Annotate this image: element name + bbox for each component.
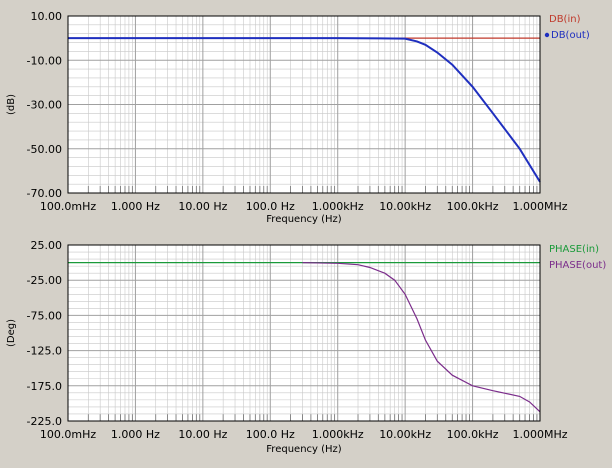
plot-border xyxy=(67,15,541,194)
y-tick-label: -125.0 xyxy=(27,345,62,358)
x-tick-label: 1.000kHz xyxy=(312,428,364,441)
x-tick-label: 100.0 Hz xyxy=(246,428,295,441)
series-line-db-out xyxy=(68,37,541,183)
x-tick-label: 1.000 Hz xyxy=(111,428,160,441)
plot-border xyxy=(67,244,541,422)
x-tick-label: 1.000MHz xyxy=(512,200,567,213)
y-tick-label: -225.0 xyxy=(27,415,62,428)
chart-panel-1: 100.0mHz 1.000 Hz 10.00 Hz 100.0 Hz 1.000kHz… xyxy=(6,10,590,225)
x-axis-title: Frequency (Hz) xyxy=(266,444,342,455)
series-line-phase-out xyxy=(302,262,541,413)
x-tick-label: 10.00 Hz xyxy=(178,428,227,441)
x-tick-label: 100.0 Hz xyxy=(246,200,295,213)
legend-entry: DB(in) xyxy=(549,14,581,25)
x-tick-label: 100.0kHz xyxy=(447,200,499,213)
x-axis-title: Frequency (Hz) xyxy=(266,214,342,225)
y-tick-label: -25.00 xyxy=(27,274,62,287)
y-tick-label: -75.00 xyxy=(27,309,62,322)
y-tick-label: -175.0 xyxy=(27,380,62,393)
legend-entry: DB(out) xyxy=(551,30,590,41)
y-axis-title: (dB) xyxy=(6,94,17,115)
y-tick-label: 10.00 xyxy=(31,10,63,23)
y-axis-title: (Deg) xyxy=(6,319,17,347)
x-tick-label: 10.00 Hz xyxy=(178,200,227,213)
y-tick-label: -50.00 xyxy=(27,143,62,156)
x-tick-label: 1.000 Hz xyxy=(111,200,160,213)
y-tick-label: -10.00 xyxy=(27,54,62,67)
y-tick-label: -70.00 xyxy=(27,187,62,200)
x-tick-label: 10.00kHz xyxy=(379,428,431,441)
y-tick-label: -30.00 xyxy=(27,99,62,112)
chart-panel-2: 100.0mHz 1.000 Hz 10.00 Hz 100.0 Hz 1.000kHz… xyxy=(6,239,606,455)
legend-marker xyxy=(544,32,550,38)
legend-entry: PHASE(out) xyxy=(549,260,606,271)
x-tick-label: 10.00kHz xyxy=(379,200,431,213)
plot-area xyxy=(68,245,540,421)
x-tick-label: 1.000MHz xyxy=(512,428,567,441)
x-tick-label: 100.0kHz xyxy=(447,428,499,441)
y-tick-label: 25.00 xyxy=(31,239,63,252)
x-tick-label: 100.0mHz xyxy=(40,200,96,213)
x-tick-label: 100.0mHz xyxy=(40,428,96,441)
x-tick-label: 1.000kHz xyxy=(312,200,364,213)
legend-entry: PHASE(in) xyxy=(549,244,599,255)
